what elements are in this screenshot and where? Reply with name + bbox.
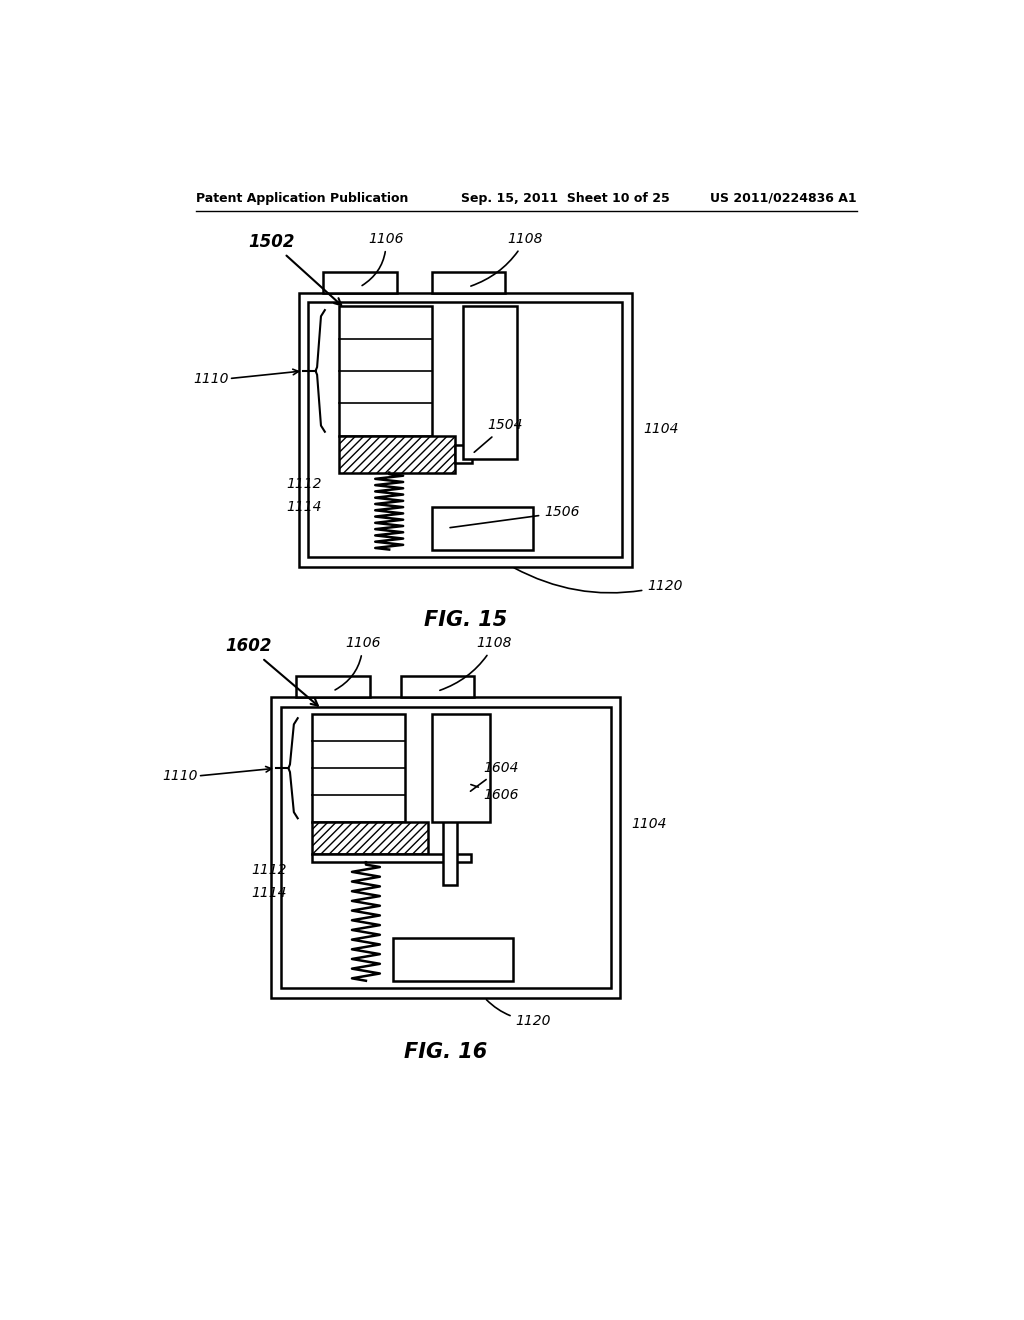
Text: 1108: 1108 <box>471 232 544 286</box>
Text: 1606: 1606 <box>471 784 519 803</box>
Text: 1114: 1114 <box>251 886 287 900</box>
Text: 1110: 1110 <box>162 770 198 783</box>
Bar <box>339 436 455 473</box>
Text: 1504: 1504 <box>474 418 523 453</box>
Text: Patent Application Publication: Patent Application Publication <box>197 191 409 205</box>
Bar <box>311 714 404 822</box>
Text: 1106: 1106 <box>362 232 403 285</box>
Text: 1506: 1506 <box>451 506 580 528</box>
Text: FIG. 15: FIG. 15 <box>424 610 507 631</box>
Text: 1114: 1114 <box>287 500 322 515</box>
Bar <box>299 293 632 566</box>
Text: US 2011/0224836 A1: US 2011/0224836 A1 <box>710 191 856 205</box>
Text: 1604: 1604 <box>470 762 519 791</box>
Text: 1106: 1106 <box>335 636 381 690</box>
Bar <box>308 302 623 557</box>
Bar <box>311 854 471 862</box>
Bar <box>311 822 428 854</box>
Bar <box>463 306 517 459</box>
Text: 1104: 1104 <box>643 422 679 437</box>
Text: 1108: 1108 <box>440 636 512 690</box>
Bar <box>271 697 621 998</box>
Bar <box>443 780 458 886</box>
Bar <box>281 706 611 989</box>
Text: 1602: 1602 <box>225 638 317 706</box>
Bar <box>432 272 506 293</box>
Bar <box>432 507 532 549</box>
Text: 1112: 1112 <box>251 863 287 876</box>
Bar <box>432 714 489 822</box>
Text: 1110: 1110 <box>194 372 228 385</box>
Text: 1502: 1502 <box>248 232 341 305</box>
Bar <box>400 676 474 697</box>
Bar <box>324 272 397 293</box>
Text: FIG. 16: FIG. 16 <box>404 1041 487 1061</box>
Bar <box>296 676 370 697</box>
Text: Sep. 15, 2011  Sheet 10 of 25: Sep. 15, 2011 Sheet 10 of 25 <box>461 191 670 205</box>
Text: 1120: 1120 <box>486 999 551 1028</box>
Text: 1112: 1112 <box>287 477 322 491</box>
Bar <box>393 939 513 981</box>
Bar <box>339 306 432 436</box>
Text: 1120: 1120 <box>514 568 683 593</box>
Bar <box>458 780 468 797</box>
Bar <box>455 445 472 463</box>
Text: 1104: 1104 <box>632 817 668 832</box>
